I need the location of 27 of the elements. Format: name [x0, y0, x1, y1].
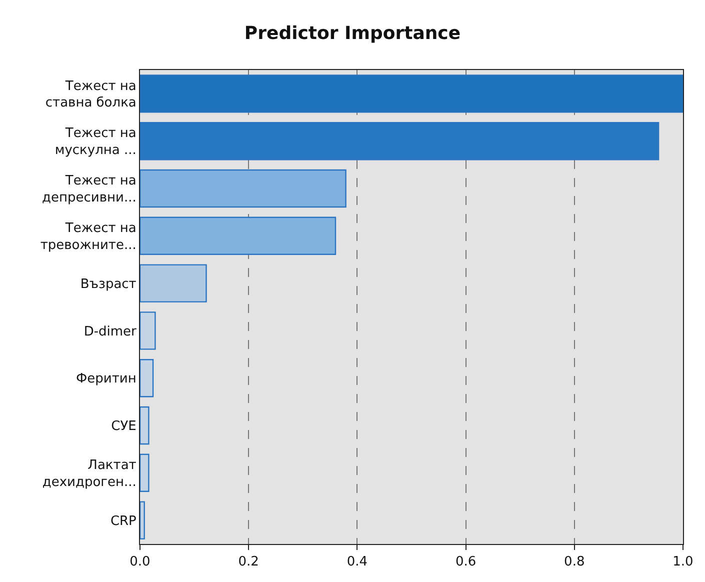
y-tick-label: СУЕ [111, 419, 136, 434]
y-tick-label: Лактат дехидроген... [42, 458, 137, 490]
bar [140, 454, 150, 492]
x-tick-label: 0.6 [455, 554, 476, 570]
bar [140, 406, 150, 445]
x-tick-label: 1.0 [672, 554, 694, 570]
y-tick-label: Феритин [76, 372, 136, 387]
y-tick-label: D-dimer [84, 324, 138, 340]
bar [140, 312, 156, 350]
y-tick-label: Тежест на ставна болка [45, 78, 136, 111]
x-tick-label: 0.2 [238, 554, 259, 570]
y-tick-label: CRP [110, 514, 137, 529]
y-tick-label: Тежест на тревожните... [40, 221, 136, 253]
bar [140, 122, 660, 160]
bar [140, 74, 683, 113]
bar [140, 169, 346, 208]
y-tick-label: Тежест на мускулна ... [54, 126, 136, 158]
y-tick-label: Възраст [80, 276, 137, 292]
x-tick-label: 0.4 [346, 554, 368, 570]
x-tick-label: 0.8 [564, 554, 585, 570]
bar [140, 501, 145, 540]
y-tick-label: Тежест на депресивни... [42, 174, 136, 206]
bar [140, 216, 336, 255]
bar [140, 264, 207, 302]
bar [140, 359, 154, 398]
x-tick-label: 0.0 [130, 554, 150, 570]
chart-title: Predictor Importance [244, 22, 461, 44]
